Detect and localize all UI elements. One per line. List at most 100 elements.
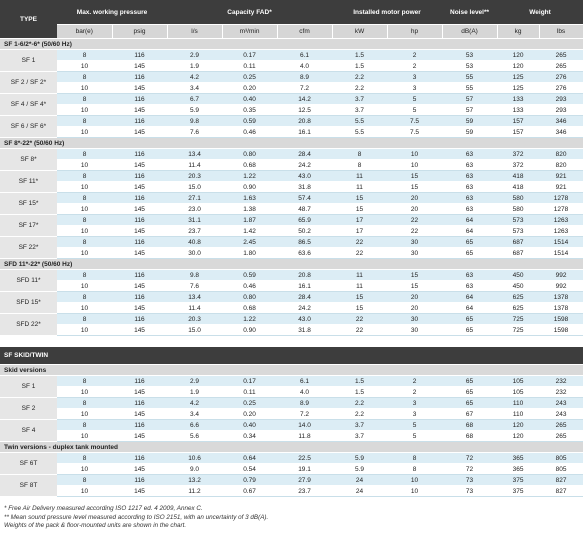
value-cell: 57 [442, 93, 498, 105]
value-cell: 0.17 [222, 49, 278, 61]
value-cell: 28.4 [277, 148, 333, 160]
value-cell: 0.20 [222, 82, 278, 94]
table-row: SF 15* 8 116 27.1 1.63 57.4 15 20 63 580 1278 [0, 192, 583, 215]
value-cell: 346 [539, 115, 583, 127]
value-cell: 8 [57, 192, 112, 204]
spec-table: TYPE Max. working pressure Capacity FAD* In… [0, 0, 583, 497]
value-cell: 365 [497, 463, 540, 475]
value-cell: 63 [442, 148, 498, 160]
value-cell: 31.8 [277, 181, 333, 193]
section-title: SFD 11*-22* (50/60 Hz) [0, 258, 583, 270]
table-row: SF 17* 8 116 31.1 1.87 65.9 17 22 64 573 1263 [0, 214, 583, 237]
type-cell: SF 6 / SF 6* [0, 115, 57, 138]
unit-header: cfm [277, 24, 333, 39]
value-cell: 12.5 [277, 104, 333, 116]
value-cell: 276 [539, 71, 583, 83]
value-cell: 1263 [539, 225, 583, 237]
value-cell: 0.54 [222, 463, 278, 475]
value-cell: 3.4 [167, 82, 223, 94]
value-cell: 6.6 [167, 419, 223, 431]
value-cell: 120 [497, 49, 540, 61]
value-cell: 43.0 [277, 170, 333, 182]
type-cell: SF 4 [0, 419, 57, 442]
value-cell: 4.0 [277, 386, 333, 398]
value-cell: 125 [497, 82, 540, 94]
value-cell: 145 [112, 203, 168, 215]
value-cell: 293 [539, 93, 583, 105]
value-cell: 921 [539, 170, 583, 182]
value-cell: 125 [497, 71, 540, 83]
value-cell: 8 [57, 236, 112, 248]
value-cell: 120 [497, 430, 540, 442]
value-cell: 63 [442, 192, 498, 204]
value-cell: 22 [332, 313, 388, 325]
value-cell: 19.1 [277, 463, 333, 475]
value-cell: 1.5 [332, 386, 388, 398]
value-cell: 827 [539, 485, 583, 497]
value-cell: 17 [332, 225, 388, 237]
table-row: 10 145 11.2 0.67 23.7 24 10 73 375 827 [0, 485, 583, 497]
value-cell: 145 [112, 430, 168, 442]
unit-header: psig [112, 24, 168, 39]
type-cell: SF 8T [0, 474, 57, 497]
value-cell: 9.8 [167, 115, 223, 127]
value-cell: 573 [497, 225, 540, 237]
value-cell: 8.9 [277, 71, 333, 83]
table-row: SF 8T 8 116 13.2 0.79 27.9 24 10 73 375 827 [0, 474, 583, 497]
value-cell: 86.5 [277, 236, 333, 248]
value-cell: 145 [112, 408, 168, 420]
value-cell: 145 [112, 324, 168, 336]
value-cell: 7.6 [167, 126, 223, 138]
value-cell: 5.5 [332, 115, 388, 127]
value-cell: 116 [112, 71, 168, 83]
value-cell: 145 [112, 225, 168, 237]
unit-header: bar(e) [57, 24, 113, 39]
value-cell: 31.1 [167, 214, 223, 226]
value-cell: 1.80 [222, 247, 278, 259]
footnotes: * Free Air Delivery measured according I… [4, 505, 583, 531]
unit-header: l/s [167, 24, 223, 39]
value-cell: 13.4 [167, 148, 223, 160]
value-cell: 67 [442, 408, 498, 420]
value-cell: 5.5 [332, 126, 388, 138]
value-cell: 5.9 [167, 104, 223, 116]
value-cell: 8 [57, 419, 112, 431]
table-row: SFD 15* 8 116 13.4 0.80 28.4 15 20 64 625 1378 [0, 291, 583, 314]
value-cell: 276 [539, 82, 583, 94]
value-cell: 20 [387, 291, 443, 303]
spacer [0, 335, 583, 347]
table-row: 10 145 15.0 0.90 31.8 22 30 65 725 1598 [0, 324, 583, 336]
value-cell: 120 [497, 60, 540, 72]
value-cell: 10 [57, 247, 112, 259]
value-cell: 450 [497, 269, 540, 281]
type-cell: SF 4 / SF 4* [0, 93, 57, 116]
value-cell: 10 [57, 203, 112, 215]
value-cell: 3 [387, 82, 443, 94]
value-cell: 992 [539, 269, 583, 281]
value-cell: 10 [57, 181, 112, 193]
value-cell: 625 [497, 291, 540, 303]
value-cell: 55 [442, 82, 498, 94]
value-cell: 418 [497, 181, 540, 193]
table-row: SF 4 8 116 6.6 0.40 14.0 3.7 5 68 120 265 [0, 419, 583, 442]
column-group-header: Max. working pressure [57, 0, 168, 25]
value-cell: 293 [539, 104, 583, 116]
value-cell: 8 [57, 93, 112, 105]
value-cell: 116 [112, 192, 168, 204]
type-cell: SF 22* [0, 236, 57, 259]
value-cell: 0.79 [222, 474, 278, 486]
value-cell: 10 [57, 430, 112, 442]
value-cell: 10 [57, 82, 112, 94]
table-row: Twin versions - duplex tank mounted [0, 441, 583, 453]
value-cell: 232 [539, 375, 583, 387]
value-cell: 145 [112, 159, 168, 171]
value-cell: 2 [387, 49, 443, 61]
value-cell: 110 [497, 408, 540, 420]
value-cell: 1.9 [167, 60, 223, 72]
value-cell: 1.5 [332, 60, 388, 72]
table-row: SFD 22* 8 116 20.3 1.22 43.0 22 30 65 725 1598 [0, 313, 583, 336]
value-cell: 10 [57, 159, 112, 171]
column-group-header: Installed motor power [332, 0, 443, 25]
value-cell: 116 [112, 291, 168, 303]
